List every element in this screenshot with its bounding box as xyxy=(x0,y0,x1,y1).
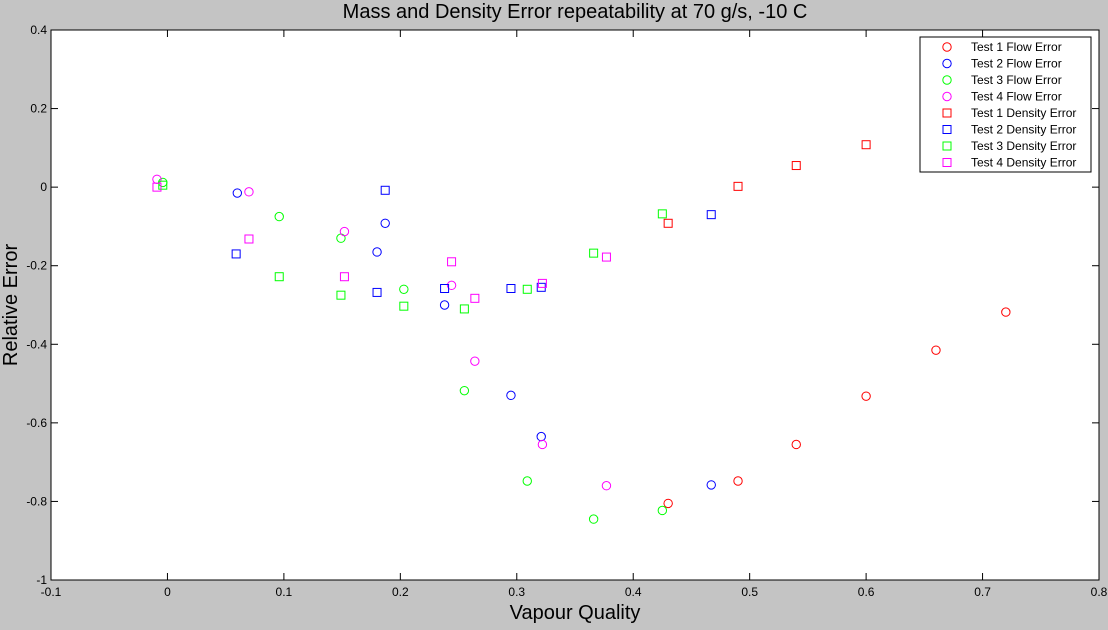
density-error-point xyxy=(339,272,349,282)
chart-title: Mass and Density Error repeatability at … xyxy=(343,1,808,23)
density-error-point xyxy=(399,301,409,311)
flow-error-point xyxy=(733,476,743,486)
flow-error-point xyxy=(706,480,716,490)
flow-error-point xyxy=(459,385,470,396)
density-error-point xyxy=(372,287,382,297)
flow-error-point xyxy=(791,439,801,450)
density-error-point xyxy=(506,284,516,293)
density-error-point xyxy=(274,272,284,282)
data-markers xyxy=(152,140,1011,524)
density-error-point xyxy=(158,180,168,190)
y-tick-label: 0.4 xyxy=(30,23,47,37)
legend-marker xyxy=(942,141,952,151)
legend-marker xyxy=(942,75,952,85)
legend-label: Test 2 Flow Error xyxy=(971,57,1062,71)
x-tick-label: 0.3 xyxy=(508,585,525,599)
legend-label: Test 1 Flow Error xyxy=(971,40,1062,54)
x-tick-label: 0 xyxy=(164,585,171,599)
density-error-point xyxy=(791,161,801,171)
x-tick-label: 0.8 xyxy=(1091,585,1108,599)
flow-error-point xyxy=(506,390,516,401)
x-tick-label: 0.2 xyxy=(392,585,409,599)
y-tick-label: -0.4 xyxy=(26,337,47,351)
density-error-point xyxy=(336,290,346,300)
y-tick-label: -0.6 xyxy=(26,416,47,430)
density-error-point xyxy=(459,304,469,314)
flow-error-point xyxy=(931,345,941,355)
density-error-point xyxy=(589,248,599,258)
flow-error-point xyxy=(339,226,350,237)
legend-marker xyxy=(942,108,952,118)
legend-marker xyxy=(942,91,952,102)
legend-marker xyxy=(942,58,952,69)
density-error-point xyxy=(537,278,547,288)
y-tick-label: -0.2 xyxy=(26,259,47,273)
density-error-point xyxy=(447,257,457,267)
legend-marker xyxy=(942,42,952,52)
flow-error-point xyxy=(663,498,673,509)
flow-error-point xyxy=(588,514,599,524)
x-tick-label: 0.4 xyxy=(625,585,642,599)
flow-error-point xyxy=(372,247,382,257)
x-tick-label: 0.5 xyxy=(741,585,758,599)
legend-label: Test 2 Density Error xyxy=(971,123,1076,137)
flow-error-point xyxy=(657,505,668,516)
density-error-point xyxy=(706,210,716,220)
flow-error-point xyxy=(522,476,532,486)
y-tick-label: 0.2 xyxy=(30,102,47,116)
flow-error-point xyxy=(470,356,480,366)
flow-error-point xyxy=(446,280,457,291)
density-error-point xyxy=(861,140,871,150)
legend-marker xyxy=(942,125,952,134)
legend-label: Test 3 Flow Error xyxy=(971,73,1062,87)
y-axis-label: Relative Error xyxy=(0,244,22,367)
x-axis-label: Vapour Quality xyxy=(510,602,641,624)
flow-error-point xyxy=(244,187,254,197)
y-tick-label: -0.8 xyxy=(26,494,47,508)
flow-error-point xyxy=(537,439,548,450)
density-error-point xyxy=(733,181,743,191)
flow-error-point xyxy=(861,391,871,401)
density-error-point xyxy=(152,182,162,192)
density-error-point xyxy=(380,185,390,195)
flow-error-point xyxy=(439,300,450,310)
density-error-point xyxy=(522,284,532,294)
axis-ticks: -0.1 0 0.1 0.2 0.3 0.4 0.5 0.6 0.7 0.8 -1 -0.8 -0.6 -… xyxy=(26,23,1107,599)
legend-marker xyxy=(942,158,952,167)
flow-error-point xyxy=(232,188,243,198)
flow-error-point xyxy=(274,211,284,222)
y-tick-label: 0 xyxy=(40,180,47,194)
legend: Test 1 Flow Error Test 2 Flow Error Test 3… xyxy=(919,36,1092,173)
density-error-point xyxy=(244,234,254,244)
density-error-point xyxy=(601,252,611,262)
flow-error-point xyxy=(399,284,409,294)
x-tick-label: 0.7 xyxy=(974,585,991,599)
x-tick-label: 0.1 xyxy=(276,585,293,599)
density-error-point xyxy=(657,209,667,219)
flow-error-point xyxy=(1001,307,1011,317)
legend-label: Test 4 Flow Error xyxy=(971,90,1062,104)
x-tick-label: -0.1 xyxy=(41,585,62,599)
density-error-point xyxy=(470,293,480,303)
x-tick-label: 0.6 xyxy=(858,585,875,599)
density-error-point xyxy=(231,249,241,259)
legend-label: Test 1 Density Error xyxy=(971,106,1076,120)
y-tick-label: -1 xyxy=(36,573,47,587)
flow-error-point xyxy=(601,481,612,491)
flow-error-point xyxy=(380,218,390,228)
density-error-point xyxy=(663,218,673,228)
legend-label: Test 3 Density Error xyxy=(971,139,1076,153)
legend-label: Test 4 Density Error xyxy=(971,156,1076,170)
density-error-point xyxy=(440,284,450,293)
